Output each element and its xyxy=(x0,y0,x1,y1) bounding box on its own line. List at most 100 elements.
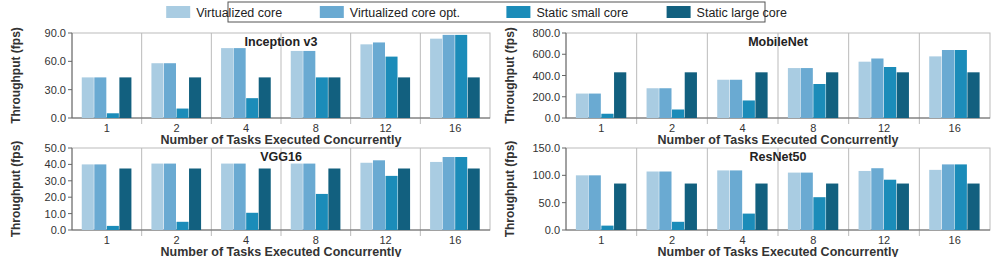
y-axis-label: Throughput (fps) xyxy=(503,27,517,124)
y-tick xyxy=(68,213,72,214)
y-tick-label: 10.0 xyxy=(45,208,66,220)
chart: Virtualized coreVirtualized core opt.Sta… xyxy=(0,0,997,257)
bars xyxy=(576,164,980,230)
legend-label: Virtualized core xyxy=(196,6,282,20)
bar xyxy=(967,184,979,230)
bar xyxy=(859,62,871,118)
bar xyxy=(328,77,340,118)
bar xyxy=(717,80,729,118)
y-tick-label: 50.0 xyxy=(539,197,560,209)
y-tick-label: 30.0 xyxy=(45,175,66,187)
y-tick xyxy=(68,197,72,198)
y-tick-label: 40.0 xyxy=(45,158,66,170)
bar xyxy=(884,180,896,230)
group-separator xyxy=(420,33,421,124)
bar xyxy=(730,170,742,230)
bar xyxy=(647,172,659,230)
y-tick xyxy=(68,33,72,34)
bar xyxy=(672,222,684,230)
group-separator xyxy=(919,148,920,236)
legend-swatch xyxy=(320,6,344,18)
legend: Virtualized coreVirtualized core opt.Sta… xyxy=(166,2,787,22)
legend-label: Static small core xyxy=(536,6,628,20)
bar xyxy=(291,51,303,118)
y-axis xyxy=(72,148,73,230)
y-tick-label: 60.0 xyxy=(45,55,66,67)
bar xyxy=(755,72,767,118)
y-axis-label: Throughput (fps) xyxy=(9,141,23,238)
group-separator xyxy=(707,33,708,124)
bar xyxy=(455,157,467,230)
bar xyxy=(801,68,813,118)
bar xyxy=(468,77,480,118)
panel: 0.030.060.090.012481216Number of Tasks E… xyxy=(9,27,490,147)
y-tick-label: 100.0 xyxy=(532,169,560,181)
y-tick-label: 0.0 xyxy=(51,112,66,124)
bar xyxy=(659,172,671,230)
bar xyxy=(942,164,954,230)
bar xyxy=(151,63,163,118)
title: MobileNet xyxy=(748,35,809,49)
bar xyxy=(601,226,613,230)
bar xyxy=(303,51,315,118)
bar xyxy=(871,168,883,230)
bar xyxy=(221,164,233,230)
bar xyxy=(151,164,163,230)
group-separator xyxy=(420,148,421,236)
x-axis xyxy=(72,118,490,119)
bar xyxy=(246,213,258,230)
bar xyxy=(430,162,442,230)
bar xyxy=(221,48,233,118)
group-separator xyxy=(141,148,142,236)
bar xyxy=(576,175,588,230)
bar xyxy=(164,63,176,118)
bar xyxy=(929,170,941,230)
legend-box xyxy=(228,2,765,22)
bar xyxy=(788,68,800,118)
bar xyxy=(259,169,271,231)
y-tick xyxy=(562,54,566,55)
bar xyxy=(398,169,410,231)
bars xyxy=(82,157,480,230)
bar xyxy=(859,171,871,230)
bar xyxy=(82,164,94,230)
bar xyxy=(119,169,131,231)
bar xyxy=(743,214,755,230)
y-tick xyxy=(562,230,566,231)
y-tick-label: 20.0 xyxy=(45,191,66,203)
bar xyxy=(614,184,626,230)
y-tick-label: 0.0 xyxy=(545,112,560,124)
group-separator xyxy=(636,33,637,124)
y-axis xyxy=(566,33,567,118)
bar xyxy=(82,77,94,118)
bar xyxy=(94,164,106,230)
bar xyxy=(398,77,410,118)
y-tick xyxy=(68,164,72,165)
y-tick-label: 0.0 xyxy=(545,224,560,236)
y-tick-label: 800.0 xyxy=(532,27,560,39)
bar xyxy=(443,157,455,230)
bar xyxy=(589,175,601,230)
title: Inception v3 xyxy=(245,35,318,49)
x-tick-label: 1 xyxy=(104,122,110,134)
bar xyxy=(360,163,372,230)
bar xyxy=(316,77,328,118)
bar xyxy=(386,57,398,118)
y-tick-label: 0.0 xyxy=(51,224,66,236)
group-separator xyxy=(919,33,920,124)
x-tick-label: 16 xyxy=(949,234,961,246)
title: ResNet50 xyxy=(750,150,807,164)
panel: 0.0200.0400.0600.0800.012481216Number of… xyxy=(503,27,990,147)
bar xyxy=(955,164,967,230)
bar xyxy=(788,173,800,230)
bar xyxy=(455,35,467,118)
y-tick xyxy=(562,75,566,76)
y-tick-label: 600.0 xyxy=(532,48,560,60)
panel: 0.010.020.030.040.050.012481216Number of… xyxy=(9,141,490,257)
bar xyxy=(291,164,303,230)
y-tick xyxy=(68,148,72,149)
bar xyxy=(189,77,201,118)
title: VGG16 xyxy=(260,150,302,164)
group-separator xyxy=(848,33,849,124)
group-separator xyxy=(848,148,849,236)
